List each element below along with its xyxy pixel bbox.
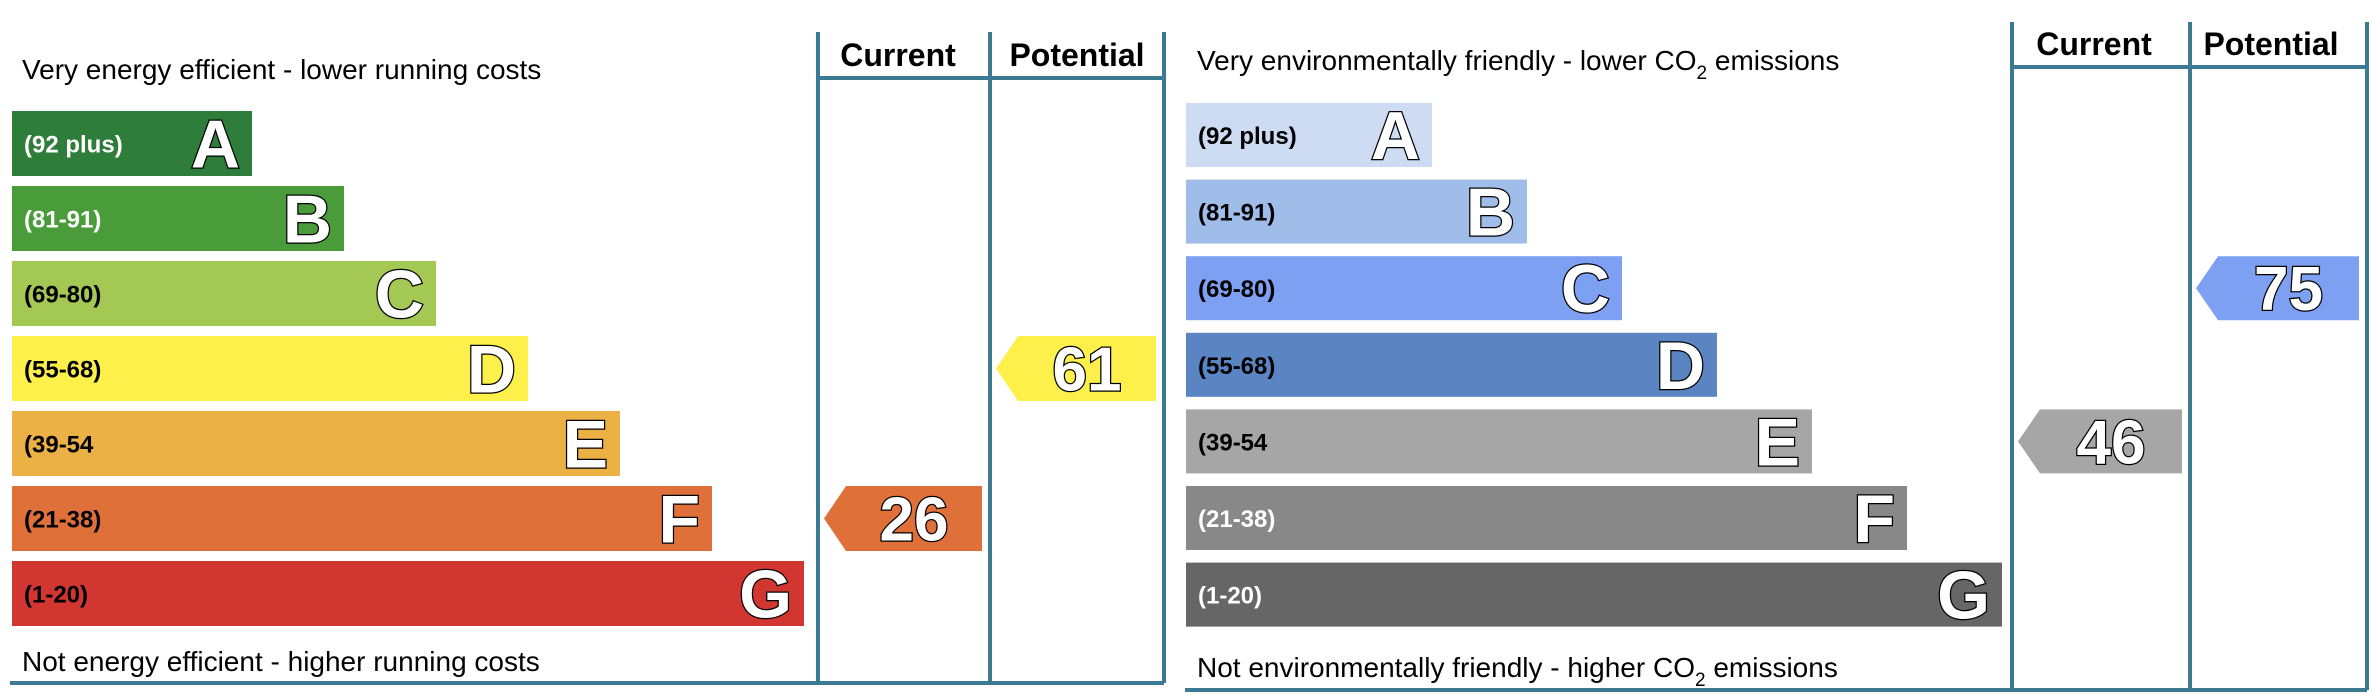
co2-band-range: (81-91): [1198, 200, 1275, 227]
co2-current-value: 46: [2077, 408, 2146, 477]
co2-band-c: (69-80) C: [1186, 250, 1622, 328]
energy-band-letter: E: [563, 407, 608, 483]
energy-band-range: (55-68): [24, 357, 101, 384]
energy-band-bar: [12, 261, 436, 326]
co2-band-letter: F: [1853, 481, 1895, 557]
co2-band-bar: [1186, 332, 1717, 397]
energy-band-range: (21-38): [24, 507, 101, 534]
co2-bottom-caption: Not environmentally friendly - higher CO…: [1197, 652, 1838, 691]
co2-bands: (92 plus) A(81-91) B(69-80) C(55-68) D(39-54…: [1186, 97, 2002, 635]
energy-bands: (92 plus) A(81-91) B(69-80) C(55-68) D(39-54…: [12, 105, 804, 634]
co2-band-letter: A: [1371, 98, 1420, 174]
energy-band-range: (92 plus): [24, 132, 123, 159]
co2-top-caption: Very environmentally friendly - lower CO…: [1197, 45, 1839, 84]
co2-band-e: (39-54 E: [1186, 403, 1812, 482]
co2-band-f: (21-38) F: [1186, 480, 1907, 558]
energy-band-bar: [12, 186, 344, 251]
co2-potential-arrow: [2196, 256, 2359, 321]
energy-band-e: (39-54 E: [12, 405, 620, 484]
environmental-impact-chart: Very environmentally friendly - lower CO…: [1185, 22, 2369, 692]
co2-band-b: (81-91) B: [1186, 173, 1527, 252]
co2-band-range: (1-20): [1198, 583, 1262, 610]
energy-potential-arrow: [996, 336, 1156, 401]
co2-potential-value: 75: [2254, 255, 2323, 324]
energy-bottom-caption: Not energy efficient - higher running co…: [22, 646, 540, 677]
energy-band-g: (1-20) G: [12, 555, 804, 634]
energy-band-range: (81-91): [24, 207, 101, 234]
energy-band-range: (39-54: [24, 432, 94, 459]
energy-current-value: 26: [880, 486, 949, 555]
co2-current-arrow: [2018, 409, 2182, 474]
energy-frame: [10, 32, 1166, 685]
energy-band-bar: [12, 336, 528, 401]
co2-band-bar: [1186, 256, 1622, 321]
co2-markers: 46 75: [2018, 254, 2359, 479]
energy-potential-header: Potential: [1009, 37, 1144, 73]
co2-current-header: Current: [2036, 26, 2152, 62]
co2-band-bar: [1186, 103, 1432, 167]
energy-band-letter: D: [467, 332, 516, 408]
energy-band-bar: [12, 411, 620, 476]
co2-band-d: (55-68) D: [1186, 327, 1717, 405]
energy-top-caption: Very energy efficient - lower running co…: [22, 54, 541, 85]
energy-band-letter: B: [283, 182, 332, 258]
co2-potential-rating-marker: 75: [2196, 254, 2359, 325]
co2-current-rating-marker: 46: [2018, 407, 2182, 479]
co2-band-bar: [1186, 562, 2002, 627]
co2-band-range: (55-68): [1198, 353, 1275, 380]
co2-band-a: (92 plus) A: [1186, 97, 1432, 175]
co2-band-g: (1-20) G: [1186, 556, 2002, 635]
energy-band-letter: A: [191, 107, 240, 183]
energy-band-letter: C: [375, 257, 424, 333]
co2-frame: [1185, 22, 2369, 692]
energy-band-range: (1-20): [24, 582, 88, 609]
energy-efficiency-chart: Very energy efficient - lower running co…: [10, 32, 1166, 685]
co2-band-letter: B: [1466, 175, 1515, 251]
energy-band-range: (69-80): [24, 282, 101, 309]
co2-band-range: (92 plus): [1198, 123, 1297, 150]
co2-band-letter: C: [1561, 251, 1610, 327]
energy-band-letter: G: [739, 557, 792, 633]
energy-band-c: (69-80) C: [12, 255, 436, 334]
co2-band-bar: [1186, 179, 1527, 244]
co2-band-letter: E: [1755, 404, 1800, 480]
co2-band-bar: [1186, 486, 1907, 550]
energy-current-arrow: [824, 486, 982, 551]
co2-band-range: (39-54: [1198, 429, 1268, 456]
energy-band-letter: F: [658, 482, 700, 558]
co2-band-bar: [1186, 409, 1812, 474]
energy-markers: 26 61: [824, 334, 1156, 556]
co2-band-letter: G: [1937, 558, 1990, 634]
energy-potential-value: 61: [1053, 336, 1122, 405]
co2-band-range: (21-38): [1198, 506, 1275, 533]
energy-band-d: (55-68) D: [12, 330, 528, 409]
energy-potential-rating-marker: 61: [996, 334, 1156, 406]
energy-band-b: (81-91) B: [12, 180, 344, 259]
co2-potential-header: Potential: [2203, 26, 2338, 62]
energy-band-bar: [12, 486, 712, 551]
energy-current-rating-marker: 26: [824, 484, 982, 556]
energy-band-bar: [12, 561, 804, 626]
energy-band-bar: [12, 111, 252, 176]
energy-current-header: Current: [840, 37, 956, 73]
energy-band-a: (92 plus) A: [12, 105, 252, 184]
co2-band-letter: D: [1656, 328, 1705, 404]
energy-band-f: (21-38) F: [12, 480, 712, 559]
co2-band-range: (69-80): [1198, 276, 1275, 303]
